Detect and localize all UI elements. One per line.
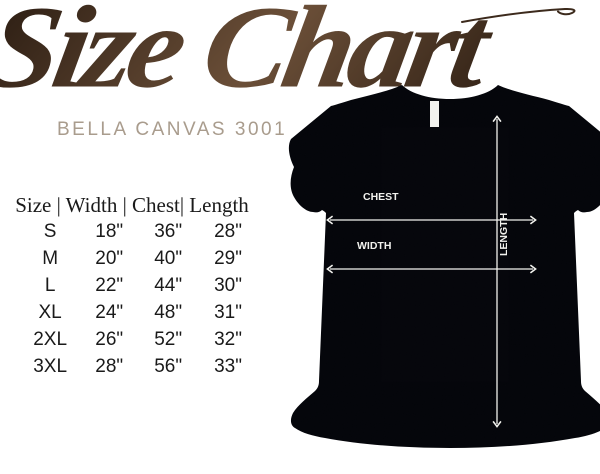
svg-text:LENGTH: LENGTH (498, 213, 510, 256)
